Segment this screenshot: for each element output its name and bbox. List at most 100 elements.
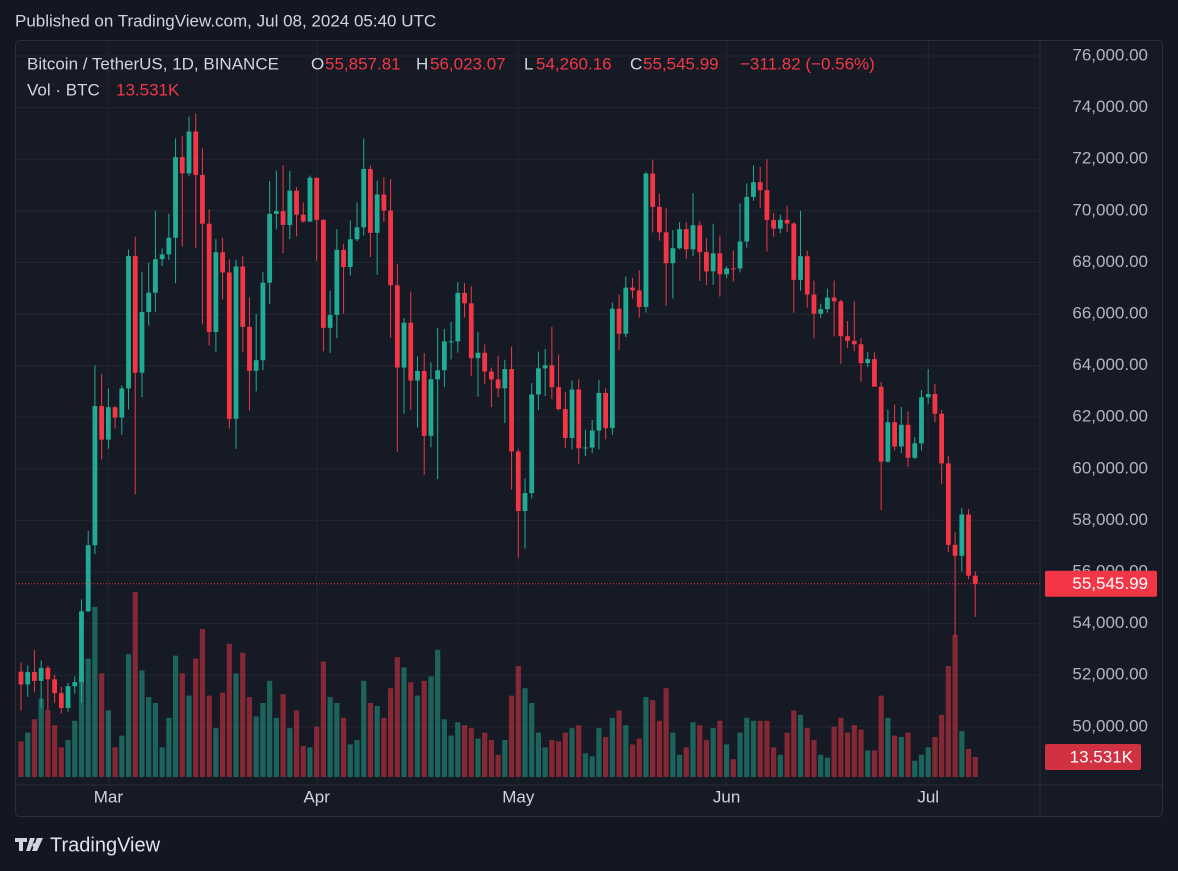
candle-body xyxy=(952,544,958,556)
candle-body xyxy=(38,667,44,681)
candle-body xyxy=(556,387,561,410)
volume-bar xyxy=(273,717,279,777)
volume-bar xyxy=(878,695,884,777)
y-tick-label: 72,000.00 xyxy=(1072,149,1148,168)
y-tick-label: 76,000.00 xyxy=(1072,45,1148,64)
volume-bar xyxy=(730,759,736,777)
candle-body xyxy=(804,256,810,295)
volume-bar xyxy=(791,710,797,777)
candle-body xyxy=(704,252,709,272)
volume-bar xyxy=(468,728,474,777)
candle-body xyxy=(724,268,729,275)
symbol: Bitcoin / TetherUS, 1D, BINANCE xyxy=(27,54,279,73)
candle-body xyxy=(710,253,716,272)
volume-bar xyxy=(233,673,239,777)
volume-bar xyxy=(78,673,85,777)
volume-bar xyxy=(656,720,662,777)
volume-bar xyxy=(515,666,521,777)
candle-body xyxy=(132,256,138,373)
volume-bar xyxy=(253,716,259,777)
volume-bar xyxy=(771,747,777,777)
ohlc-value: 55,857.81 xyxy=(325,54,401,73)
candle-body xyxy=(623,287,629,334)
volume-bar xyxy=(240,652,246,777)
candle-body xyxy=(670,248,676,264)
candle-body xyxy=(616,308,622,334)
volume-bar xyxy=(435,649,441,777)
candle-body xyxy=(757,182,763,191)
volume-bar xyxy=(334,703,340,777)
volume-bar xyxy=(327,697,333,777)
volume-bar xyxy=(529,703,535,777)
candle-body xyxy=(226,272,232,419)
candle-body xyxy=(146,292,152,313)
candle-body xyxy=(885,422,891,462)
candle-body xyxy=(966,514,971,576)
candle-body xyxy=(663,232,669,264)
candle-body xyxy=(744,196,750,242)
volume-bar xyxy=(670,732,676,777)
candle-body xyxy=(428,379,434,436)
y-tick-label: 58,000.00 xyxy=(1072,510,1148,529)
volume-bar xyxy=(461,725,468,777)
candle-body xyxy=(939,413,945,464)
volume-bar xyxy=(146,697,152,777)
volume-bar xyxy=(320,661,326,777)
volume-bar xyxy=(18,741,24,777)
candle-body xyxy=(536,368,541,395)
candle-body xyxy=(542,365,548,369)
volume-bar xyxy=(495,754,501,777)
volume-bar xyxy=(851,725,857,777)
ohlc-prefix: O xyxy=(311,54,324,73)
volume-bar xyxy=(912,760,918,777)
volume-bar xyxy=(99,673,105,777)
volume-bar xyxy=(246,697,253,777)
candle-body xyxy=(294,190,299,215)
candle-body xyxy=(569,389,575,439)
volume-bar xyxy=(179,673,185,777)
volume-title: Vol · BTC xyxy=(27,80,100,99)
volume-bar xyxy=(636,738,642,777)
candle-body xyxy=(368,168,373,233)
candle-body xyxy=(341,249,346,268)
candle-body xyxy=(388,210,393,286)
candle-body xyxy=(777,219,783,229)
candle-body xyxy=(415,370,420,381)
candle-body xyxy=(489,371,494,380)
volume-bar xyxy=(421,680,427,777)
candle-body xyxy=(495,379,501,389)
volume-bar xyxy=(65,740,71,777)
volume-bar xyxy=(388,688,394,777)
y-tick-label: 54,000.00 xyxy=(1072,613,1148,632)
volume-bar xyxy=(441,719,447,777)
candle-body xyxy=(798,256,803,280)
x-tick-label: Jun xyxy=(713,787,740,806)
chart-panel xyxy=(15,40,1163,817)
candle-body xyxy=(583,447,588,449)
volume-bar xyxy=(300,745,306,777)
candle-body xyxy=(690,225,696,250)
volume-bar xyxy=(448,735,454,777)
x-tick-label: Apr xyxy=(303,787,330,806)
candle-body xyxy=(206,223,212,333)
candle-body xyxy=(126,256,131,389)
volume-bar xyxy=(844,732,851,777)
volume-bar xyxy=(152,703,158,777)
volume-bar xyxy=(831,726,837,777)
volume-bar xyxy=(582,753,589,777)
brand: TradingView xyxy=(50,834,161,856)
candle-body xyxy=(959,514,965,556)
volume-bar xyxy=(871,750,878,777)
candle-body xyxy=(932,394,938,414)
candle-body xyxy=(630,287,635,291)
volume-bar xyxy=(811,740,817,777)
volume-bar xyxy=(784,732,790,777)
volume-tag-label: 13.531K xyxy=(1070,747,1134,766)
volume-bar xyxy=(576,725,582,777)
volume-bar xyxy=(193,658,199,777)
volume-bar xyxy=(824,757,830,777)
change: −311.82 (−0.56%) xyxy=(740,54,875,73)
volume-bar xyxy=(226,643,232,777)
volume-bar xyxy=(629,744,636,777)
